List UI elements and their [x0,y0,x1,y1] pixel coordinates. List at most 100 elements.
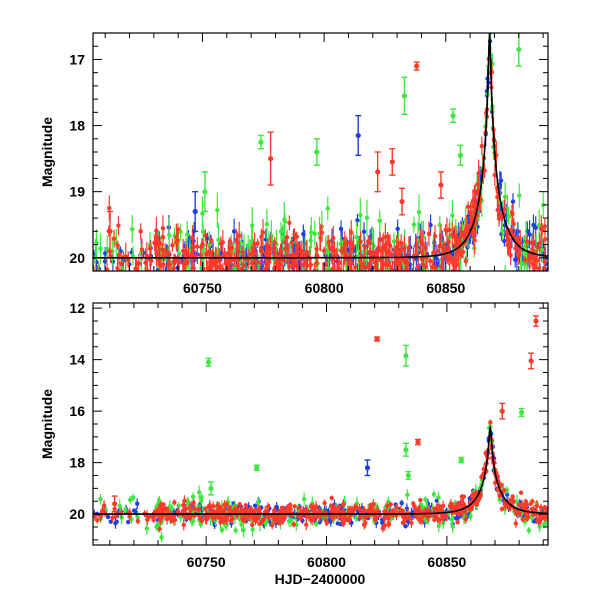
data-point [503,272,507,276]
data-point [322,500,327,506]
y-tick-label: 14 [69,352,85,368]
data-point [184,515,189,521]
data-point [499,231,504,237]
data-point [339,248,344,254]
data-point [359,264,364,270]
outlier-point [405,472,411,479]
data-point [468,514,473,519]
data-point [364,215,370,220]
data-point [373,516,379,522]
data-point [234,237,239,243]
data-point [116,278,120,282]
data-point [185,232,190,237]
data-point [526,528,532,533]
data-point [282,273,286,277]
data-point [242,281,246,285]
data-point [214,264,219,270]
data-point [278,249,283,254]
data-point [353,504,359,510]
data-point [229,257,235,263]
data-point [121,286,125,290]
outlier-point [314,149,320,155]
outlier-point [458,457,464,463]
data-point [245,513,250,519]
data-point [361,229,367,234]
data-point [349,230,354,235]
data-point [511,221,516,226]
outlier-point [268,156,274,162]
data-point [354,234,359,240]
data-point [451,268,456,271]
data-point [502,206,507,212]
data-point [239,522,244,527]
data-point [175,238,180,243]
data-point [519,285,523,289]
data-point [390,509,395,514]
data-point [219,515,225,520]
data-point [383,247,388,253]
data-point [423,246,428,251]
data-point [492,172,497,178]
data-point [543,273,547,277]
data-point [161,272,165,276]
data-point [304,259,309,264]
data-point [300,275,304,279]
data-point [519,260,524,266]
data-point [102,259,108,264]
data-point [361,508,367,513]
data-point [148,272,152,276]
data-point [398,508,403,514]
data-point [510,199,516,204]
data-point [152,285,156,289]
data-point [275,257,280,262]
data-point [312,231,317,236]
data-point [229,245,235,251]
data-point [191,518,196,523]
outlier-point [205,359,212,365]
data-point [304,514,309,519]
data-point [258,280,262,284]
data-point [429,273,433,277]
data-point [341,271,345,275]
data-point [215,503,220,508]
data-point [200,211,205,216]
data-point [233,528,238,533]
data-point [244,508,249,513]
plot-area [93,33,548,290]
data-point [363,515,369,520]
data-point [541,522,547,527]
data-point [310,507,316,513]
data-point [450,524,455,529]
data-point [200,242,205,247]
data-point [448,501,454,507]
outlier-point [112,501,118,507]
data-point [454,515,459,521]
bottom-panel: 60750 60800 60850 12 14 16 18 20 Magnitude [39,300,549,570]
data-point [206,265,212,271]
data-point [201,275,205,279]
data-point [198,252,203,258]
data-point [330,266,335,271]
data-point [203,233,208,238]
y-axis-label: Magnitude [39,389,55,459]
data-point [537,524,542,529]
data-point [223,272,227,276]
data-point [399,500,404,506]
data-point [493,480,498,485]
data-point [130,227,135,232]
data-point [382,516,387,521]
data-point [538,516,543,522]
data-point [285,259,291,265]
data-point [419,519,425,524]
data-point [409,520,414,525]
data-point [116,252,122,258]
data-point [304,508,310,513]
data-point [358,239,363,245]
data-point [245,243,251,248]
data-point [414,244,419,249]
data-point [520,517,526,522]
outlier-point [364,465,371,471]
data-point [214,273,218,277]
data-point [411,222,417,227]
data-point [213,515,218,520]
